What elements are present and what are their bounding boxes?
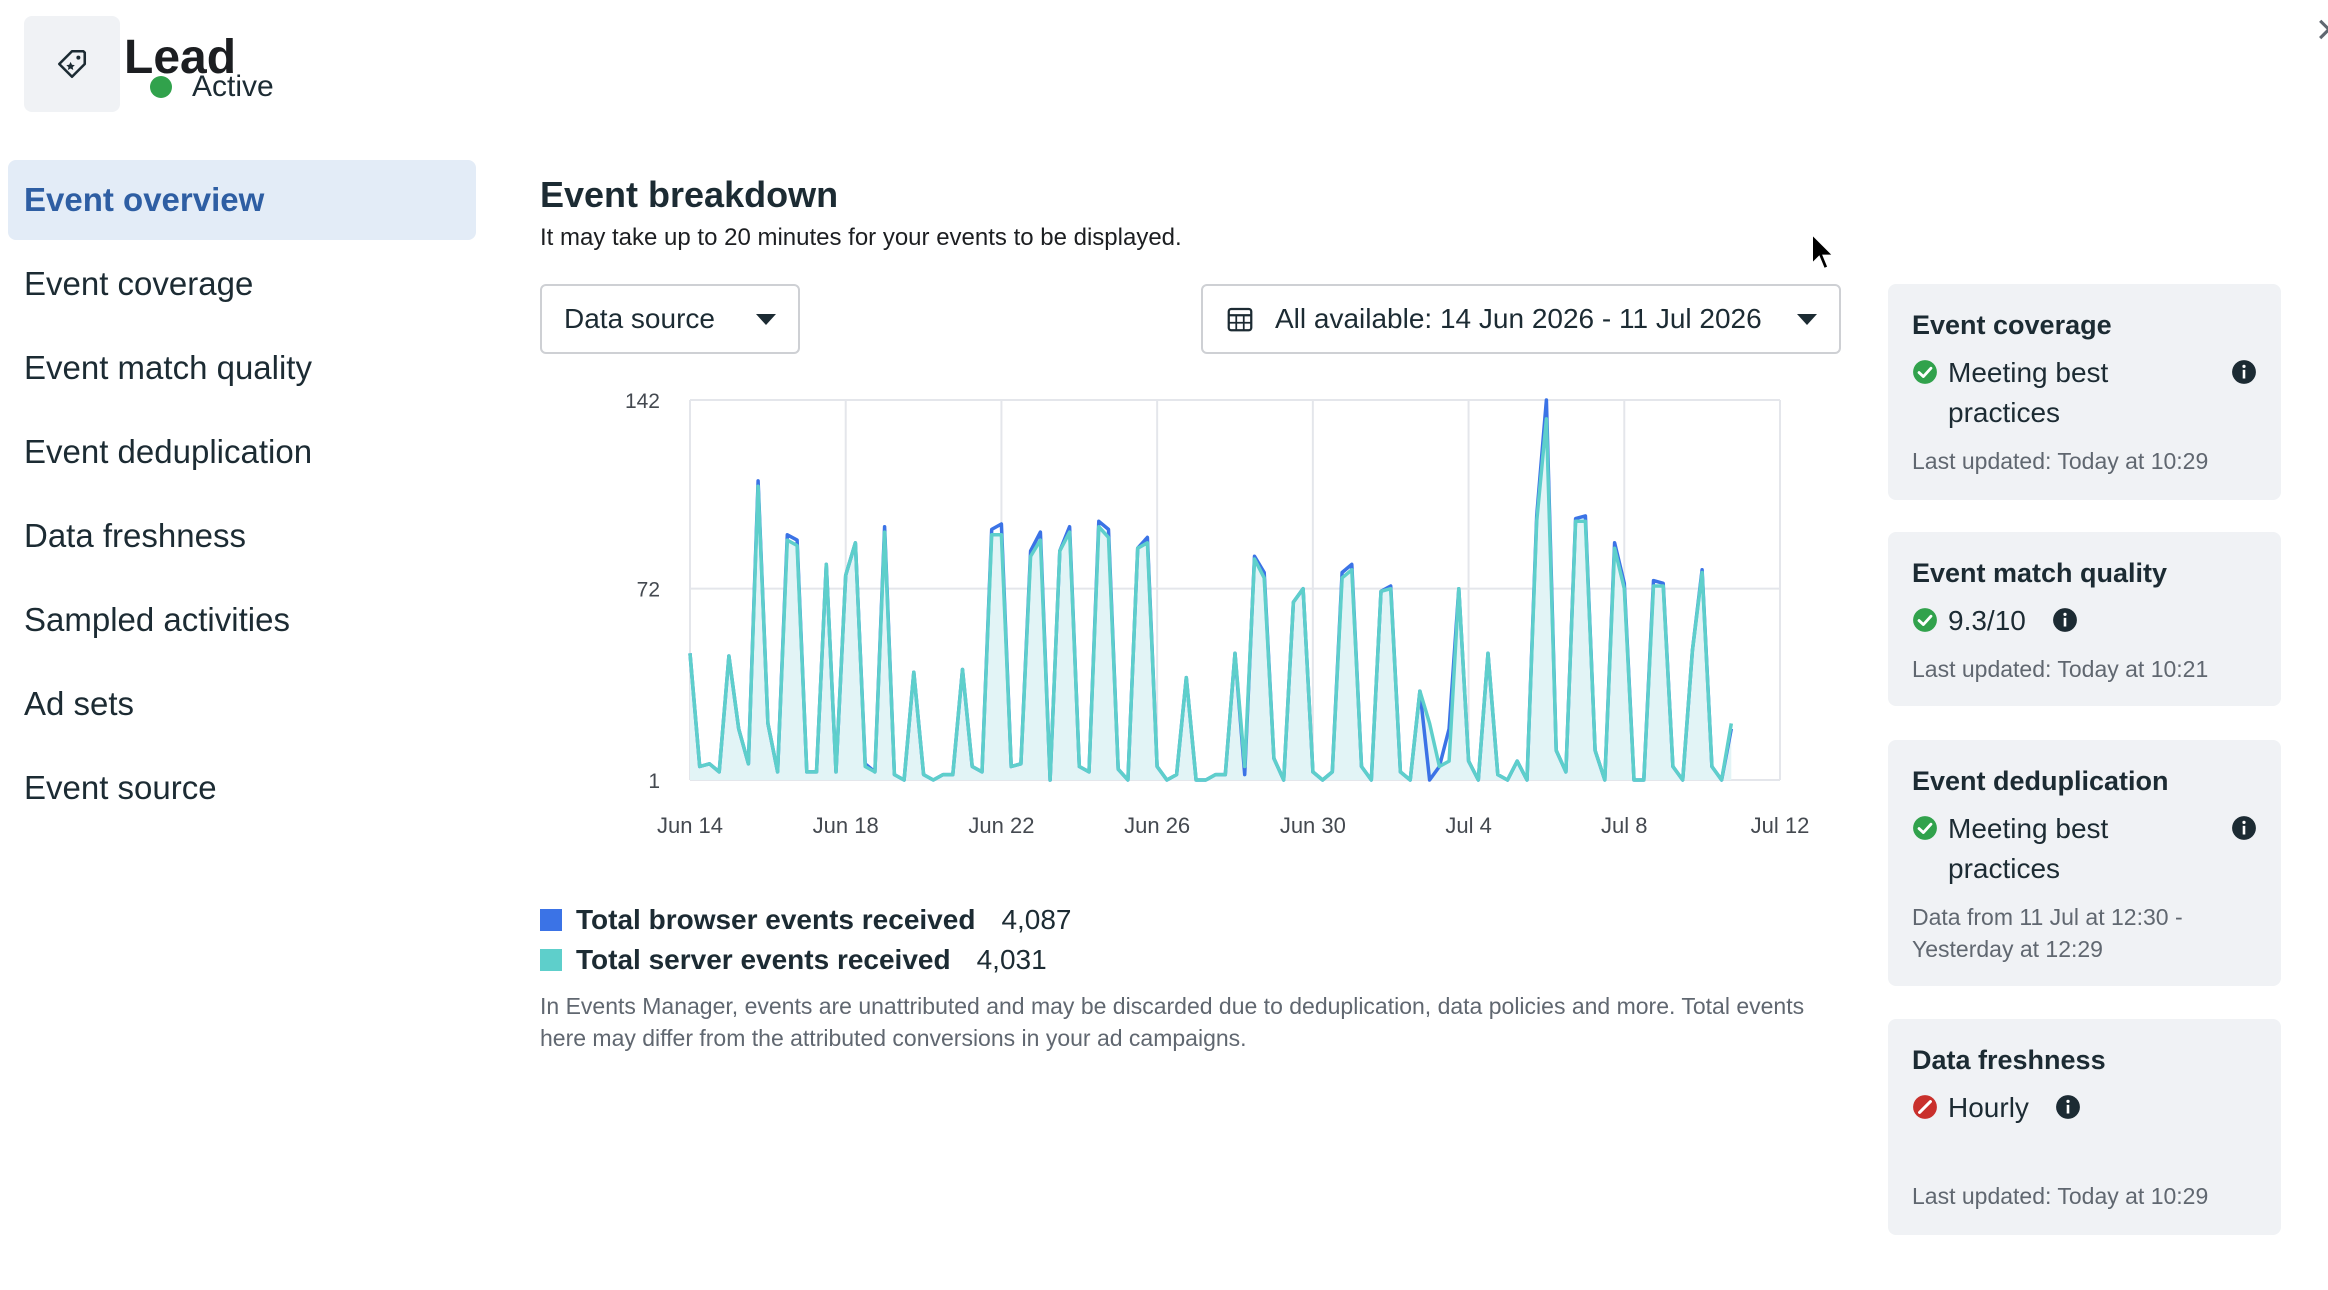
series-line-server-events (688, 417, 1734, 782)
card-title: Event match quality (1912, 558, 2168, 588)
status-label: Active (192, 70, 274, 103)
check-circle-icon (1912, 359, 1938, 390)
y-tick-label: 72 (637, 579, 660, 602)
info-icon[interactable] (2231, 359, 2257, 390)
card-title: Data freshness (1912, 1045, 2106, 1075)
error-circle-icon (1912, 1094, 1938, 1125)
card-updated-text: Last updated: Today at 10:29 (1912, 1183, 2209, 1209)
card-event-deduplication[interactable]: Event deduplication Meeting best practic… (1888, 740, 2281, 986)
x-tick-label: Jul 12 (1751, 813, 1810, 838)
legend-value: 4,087 (1001, 904, 1072, 935)
active-status-dot (150, 76, 172, 98)
chart-legend: Total browser events received 4,087 Tota… (540, 900, 1072, 980)
x-tick-label: Jul 4 (1445, 813, 1491, 838)
data-source-label: Data source (564, 303, 715, 334)
card-status-text: Meeting best practices (1948, 813, 2109, 884)
card-data-freshness[interactable]: Data freshness Hourly Last updated: Toda… (1888, 1019, 2281, 1235)
x-tick-label: Jun 26 (1124, 813, 1190, 838)
check-circle-icon (1912, 607, 1938, 638)
sidebar-item-sampled-activities[interactable]: Sampled activities (24, 601, 290, 638)
pixel-status: Active (150, 70, 274, 104)
info-icon[interactable] (2231, 815, 2257, 846)
browser-swatch (540, 909, 562, 931)
sidebar-item-data-freshness[interactable]: Data freshness (24, 517, 246, 554)
date-range-label: All available: 14 Jun 2026 - 11 Jul 2026 (1275, 303, 1762, 334)
x-tick-label: Jul 8 (1601, 813, 1647, 838)
chevron-down-icon (1797, 313, 1817, 325)
sidebar-item-event-source[interactable]: Event source (24, 769, 217, 806)
x-tick-label: Jun 14 (657, 813, 723, 838)
card-status-text: Hourly (1948, 1092, 2029, 1123)
sidebar-item-event-deduplication[interactable]: Event deduplication (24, 433, 313, 470)
data-source-dropdown[interactable]: Data source (540, 284, 800, 354)
card-updated-text: Data from 11 Jul at 12:30 - Yesterday at… (1912, 904, 2183, 962)
card-status: Meeting best practices (1912, 353, 2257, 433)
date-range-picker[interactable]: All available: 14 Jun 2026 - 11 Jul 2026 (1201, 284, 1841, 354)
series-area-fill (690, 418, 1732, 780)
y-tick-label: 142 (625, 390, 660, 413)
page-title: Lead (124, 31, 237, 84)
card-status: 9.3/10 (1912, 601, 2257, 641)
card-updated-text: Last updated: Today at 10:21 (1912, 656, 2209, 682)
legend-value: 4,031 (976, 944, 1047, 975)
sidebar-item-event-match-quality[interactable]: Event match quality (24, 349, 312, 386)
server-swatch (540, 949, 562, 971)
x-tick-label: Jun 22 (968, 813, 1034, 838)
events-line-chart: 142 72 1 Jun 14 Jun 18 Jun 22 Jun 26 Jun 30 Jul … (625, 390, 1810, 838)
tag-icon (24, 16, 120, 112)
x-tick-label: Jun 30 (1280, 813, 1346, 838)
card-event-match-quality[interactable]: Event match quality 9.3/10 Last updated:… (1888, 532, 2281, 706)
card-updated-text: Last updated: Today at 10:29 (1912, 448, 2209, 474)
sidebar-item-ad-sets[interactable]: Ad sets (24, 685, 135, 722)
legend-item-browser: Total browser events received 4,087 (540, 900, 1072, 940)
event-breakdown-section: Event breakdown It may take up to 20 min… (540, 174, 1840, 252)
info-icon[interactable] (2055, 1094, 2081, 1125)
close-icon[interactable]: × (2316, 8, 2328, 52)
sidebar: Event overview Event coverage Event matc… (8, 160, 476, 832)
legend-label: Total browser events received (576, 904, 976, 935)
info-icon[interactable] (2052, 607, 2078, 638)
sidebar-item-event-overview[interactable]: Event overview (8, 160, 476, 240)
chevron-down-icon (756, 313, 776, 325)
section-title: Event breakdown (540, 174, 839, 215)
sidebar-item-event-coverage[interactable]: Event coverage (24, 265, 254, 302)
disclaimer-text: In Events Manager, events are unattribut… (540, 993, 1805, 1051)
y-tick-label: 1 (648, 770, 660, 793)
card-status-text: 9.3/10 (1948, 605, 2026, 636)
card-status: Meeting best practices (1912, 809, 2257, 889)
legend-label: Total server events received (576, 944, 951, 975)
x-tick-label: Jun 18 (813, 813, 879, 838)
check-circle-icon (1912, 815, 1938, 846)
card-status: Hourly (1912, 1088, 2257, 1128)
mouse-cursor-icon (1810, 231, 1837, 277)
legend-item-server: Total server events received 4,031 (540, 940, 1072, 980)
card-event-coverage[interactable]: Event coverage Meeting best practices La… (1888, 284, 2281, 500)
card-title: Event coverage (1912, 310, 2112, 340)
section-subtitle: It may take up to 20 minutes for your ev… (540, 224, 1182, 251)
card-status-text: Meeting best practices (1948, 357, 2109, 428)
card-title: Event deduplication (1912, 766, 2169, 796)
calendar-icon (1225, 304, 1255, 334)
